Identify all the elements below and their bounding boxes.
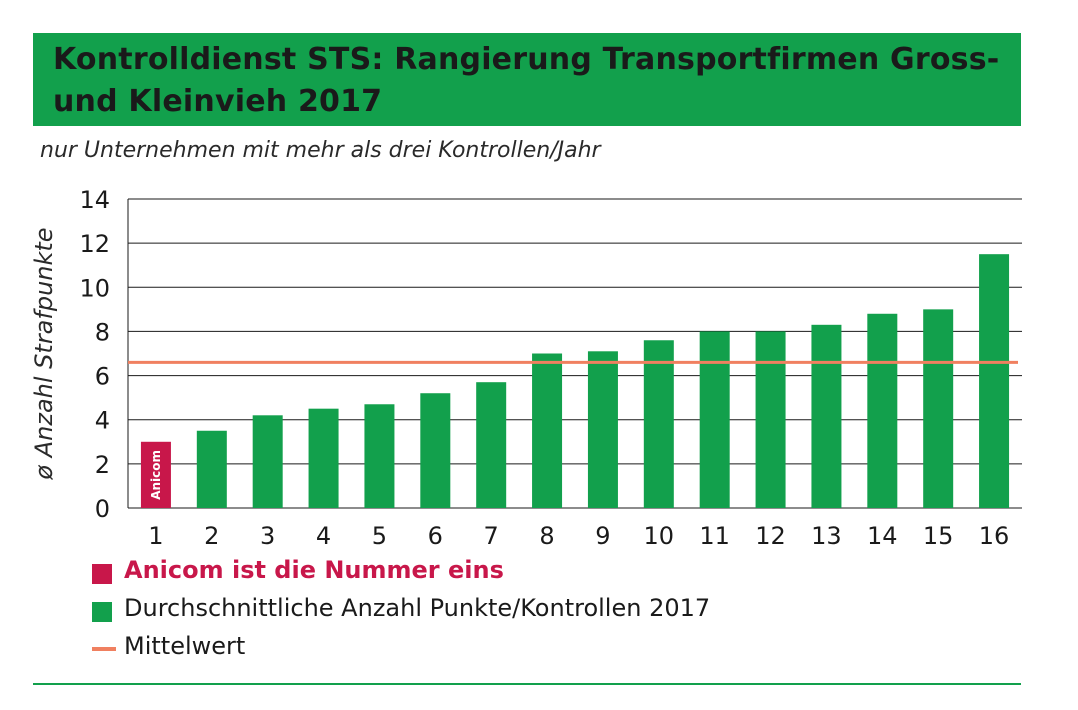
title-bar: Kontrolldienst STS: Rangierung Transport… <box>33 33 1021 126</box>
y-tick-label: 4 <box>95 407 110 435</box>
legend-swatch-green <box>92 602 112 622</box>
bar <box>308 408 339 508</box>
bar-anicom <box>140 441 171 508</box>
chart-subtitle: nur Unternehmen mit mehr als drei Kontro… <box>40 138 601 163</box>
bar <box>755 331 786 508</box>
x-tick-label: 4 <box>316 522 331 550</box>
x-tick-label: 3 <box>260 522 275 550</box>
bar-chart: 0 2 4 6 8 10 12 14 ø Anzahl Strafpunkte 1 Anicom 2 3… <box>30 186 1022 550</box>
bar-label-anicom: Anicom <box>149 450 163 500</box>
bar <box>923 309 954 508</box>
x-tick-label: 1 <box>148 522 163 550</box>
y-tick-label: 14 <box>79 186 110 214</box>
x-tick-label: 13 <box>811 522 842 550</box>
legend-swatch-mean-line <box>92 647 116 651</box>
legend-swatch-red <box>92 564 112 584</box>
bar <box>196 430 227 508</box>
x-tick-label: 7 <box>484 522 499 550</box>
y-tick-label: 0 <box>95 495 110 523</box>
legend-label-anicom: Anicom ist die Nummer eins <box>124 556 504 584</box>
bar <box>364 404 395 508</box>
x-tick-label: 14 <box>867 522 898 550</box>
bar <box>476 382 507 508</box>
y-axis-label: ø Anzahl Strafpunkte <box>30 227 58 480</box>
legend-label-average: Durchschnittliche Anzahl Punkte/Kontroll… <box>124 594 711 622</box>
bottom-rule <box>33 683 1021 685</box>
bar <box>587 351 618 508</box>
bar <box>699 331 730 508</box>
x-tick-label: 9 <box>595 522 610 550</box>
x-tick-label: 10 <box>644 522 675 550</box>
y-tick-label: 2 <box>95 451 110 479</box>
x-tick-label: 2 <box>204 522 219 550</box>
x-tick-label: 5 <box>372 522 387 550</box>
bar <box>252 415 283 508</box>
legend-label-mean: Mittelwert <box>124 632 246 660</box>
x-tick-label: 11 <box>699 522 730 550</box>
bar <box>811 324 842 508</box>
bar <box>420 393 451 508</box>
y-tick-label: 10 <box>79 274 110 302</box>
x-tick-label: 15 <box>923 522 954 550</box>
bar <box>867 313 898 508</box>
x-tick-label: 12 <box>755 522 786 550</box>
x-tick-label: 16 <box>979 522 1010 550</box>
y-tick-label: 8 <box>95 318 110 346</box>
x-tick-label: 6 <box>428 522 443 550</box>
bar <box>979 254 1010 508</box>
chart-title: Kontrolldienst STS: Rangierung Transport… <box>53 42 1000 119</box>
bar <box>643 340 674 508</box>
x-tick-label: 8 <box>539 522 554 550</box>
y-tick-label: 6 <box>95 363 110 391</box>
y-tick-label: 12 <box>79 230 110 258</box>
bar <box>532 353 563 508</box>
